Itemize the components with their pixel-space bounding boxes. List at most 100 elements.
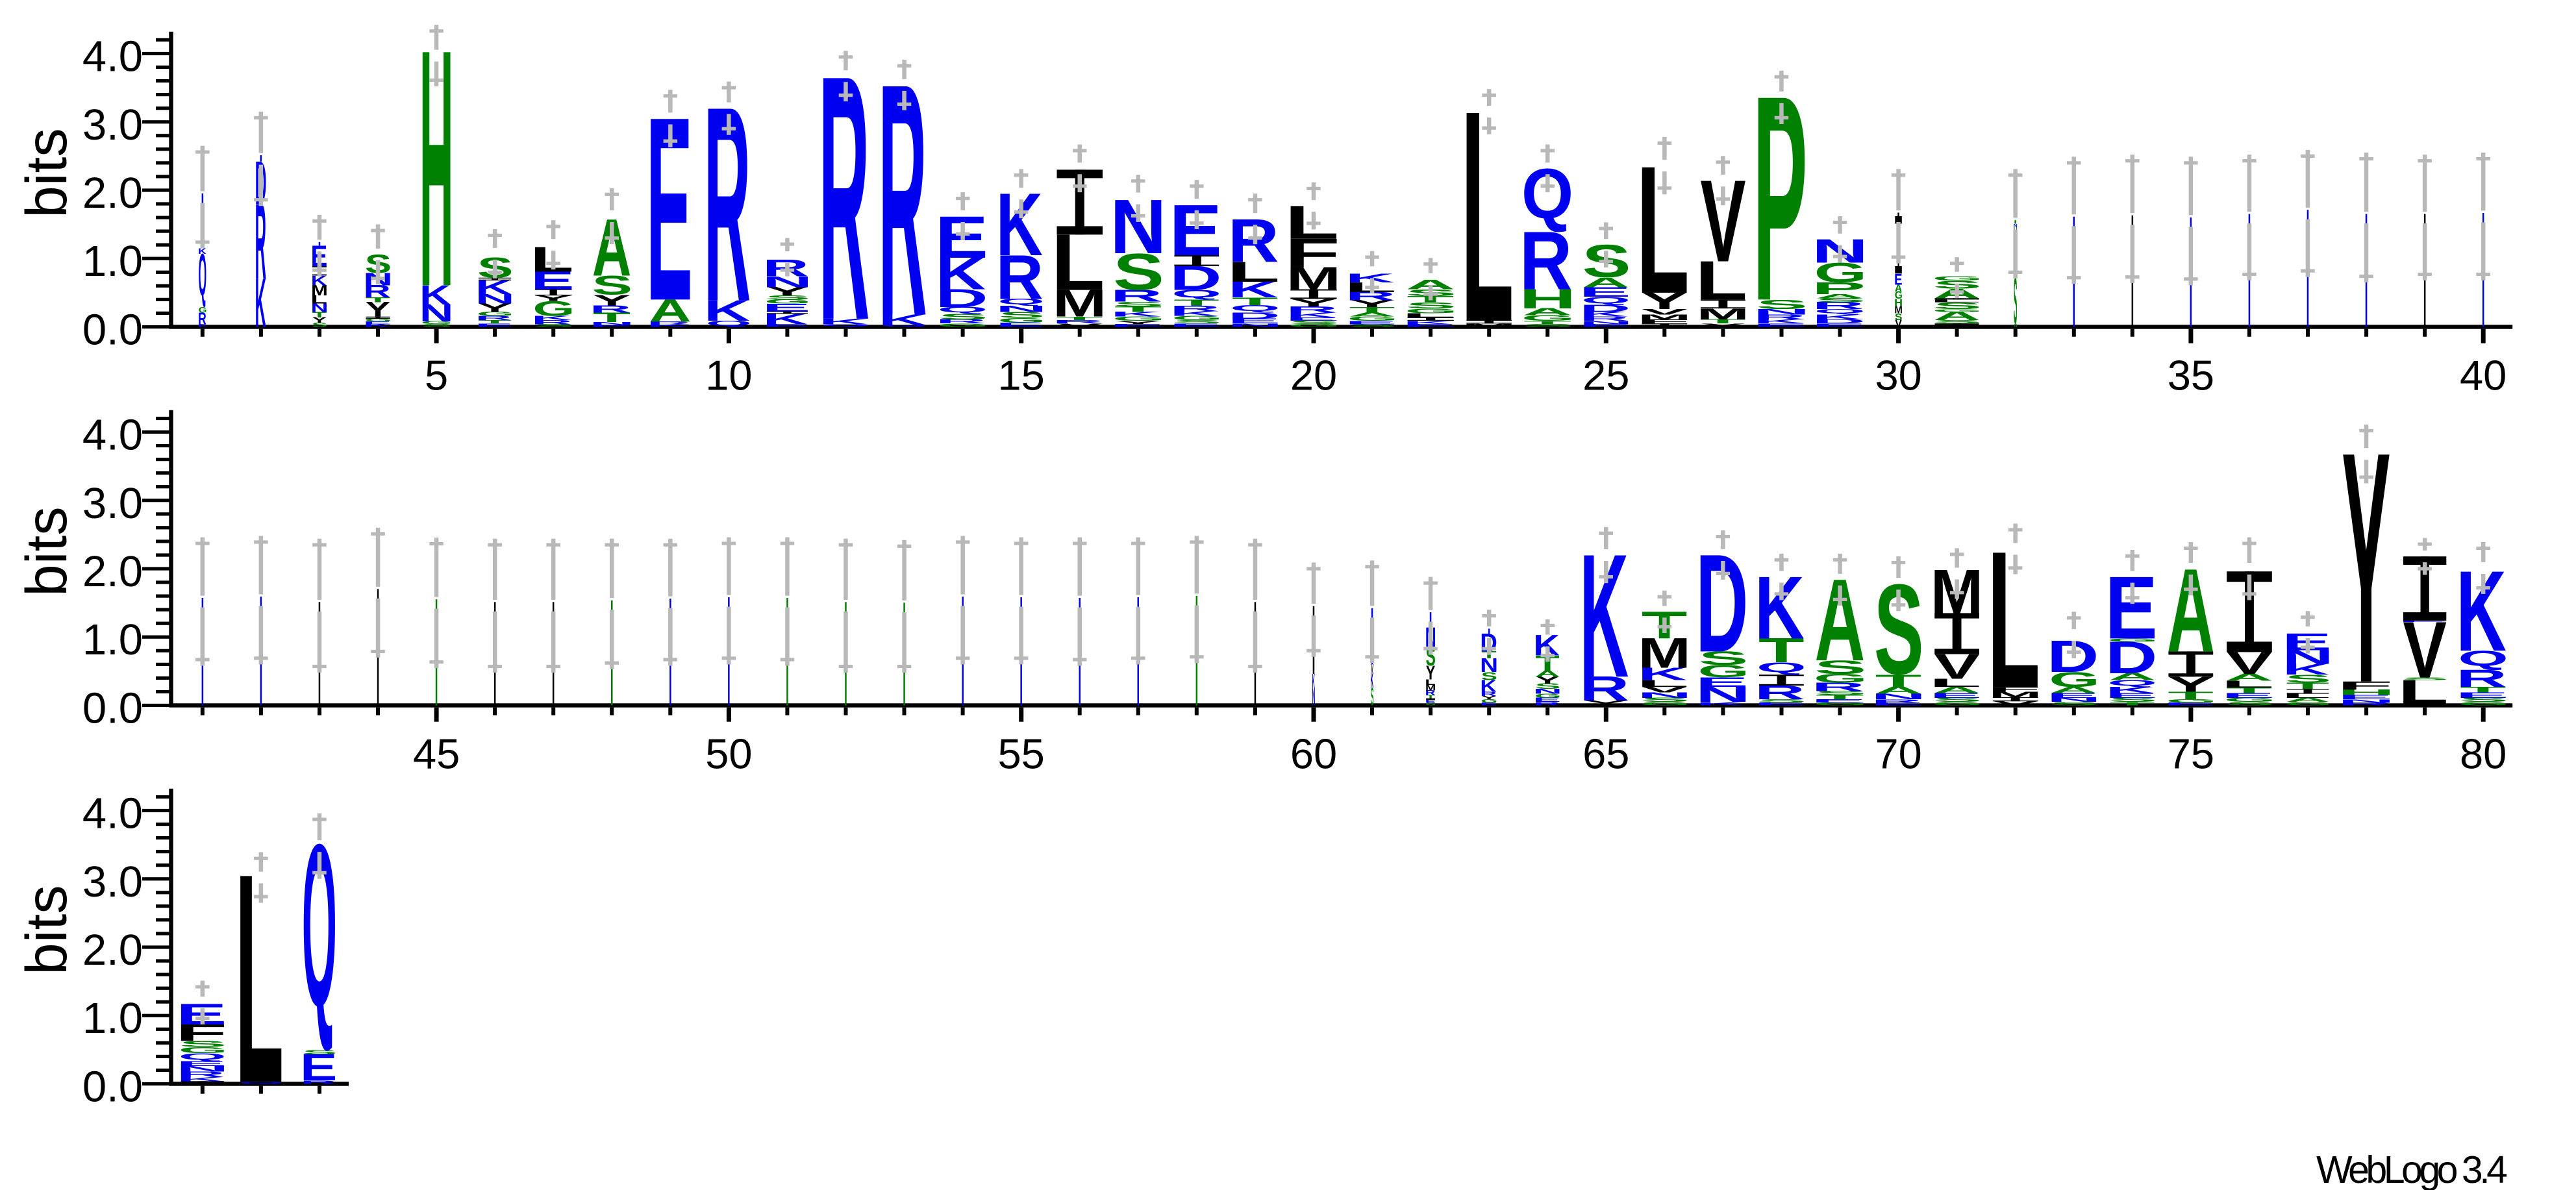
svg-text:E: E	[198, 324, 207, 328]
svg-text:K: K	[704, 294, 750, 327]
svg-text:D: D	[1812, 318, 1866, 325]
svg-text:S: S	[1933, 319, 1982, 324]
svg-text:Y: Y	[1114, 319, 1162, 325]
svg-text:Q: Q	[881, 325, 929, 327]
svg-text:A: A	[1582, 275, 1630, 290]
svg-text:R: R	[1579, 669, 1629, 708]
svg-text:K: K	[419, 279, 451, 310]
svg-text:M: M	[1286, 260, 1341, 296]
svg-text:E: E	[1533, 697, 1561, 703]
svg-text:E: E	[1811, 698, 1867, 704]
svg-text:L: L	[1425, 678, 1435, 687]
svg-text:G: G	[1425, 702, 1436, 706]
svg-text:K: K	[1286, 311, 1337, 319]
svg-text:S: S	[421, 323, 452, 328]
svg-text:R: R	[2338, 702, 2391, 706]
svg-text:V: V	[1992, 700, 2038, 706]
svg-text:T: T	[2226, 686, 2273, 695]
svg-text:65: 65	[1582, 730, 1629, 778]
svg-text:H: H	[419, 0, 454, 357]
svg-text:Q: Q	[821, 323, 871, 327]
svg-text:E: E	[300, 1047, 337, 1089]
svg-text:N: N	[176, 1065, 229, 1074]
svg-text:10: 10	[705, 352, 752, 399]
svg-text:H: H	[1894, 296, 1903, 308]
svg-text:E: E	[1345, 319, 1397, 325]
svg-text:K: K	[1753, 318, 1805, 325]
svg-text:Q: Q	[179, 1052, 227, 1062]
svg-text:E: E	[1579, 284, 1631, 300]
svg-text:K: K	[1638, 664, 1688, 684]
svg-text:Q: Q	[199, 242, 207, 308]
svg-text:R: R	[590, 304, 631, 315]
svg-text:R: R	[1110, 286, 1162, 305]
svg-text:R: R	[996, 242, 1044, 313]
svg-text:T: T	[1816, 694, 1864, 700]
svg-text:E: E	[1169, 190, 1222, 271]
svg-text:G: G	[477, 311, 514, 317]
svg-text:2.0: 2.0	[82, 926, 143, 974]
svg-text:S: S	[1757, 699, 1807, 704]
svg-text:K: K	[1371, 669, 1374, 693]
svg-text:R: R	[198, 309, 206, 328]
svg-text:G: G	[364, 318, 392, 323]
svg-text:E: E	[2221, 691, 2275, 699]
svg-text:E: E	[1425, 699, 1436, 704]
svg-text:G: G	[1288, 323, 1341, 328]
svg-text:K: K	[364, 323, 391, 328]
svg-text:25: 25	[1582, 352, 1629, 399]
svg-text:E: E	[762, 323, 811, 328]
svg-text:A: A	[1933, 685, 1981, 695]
svg-text:G: G	[1697, 662, 1749, 681]
svg-text:G: G	[997, 317, 1045, 324]
svg-text:G: G	[1895, 290, 1903, 301]
svg-text:bits: bits	[14, 506, 79, 597]
svg-text:T: T	[1114, 304, 1162, 314]
svg-text:K: K	[1312, 670, 1316, 695]
svg-text:A: A	[1535, 669, 1560, 678]
svg-text:M: M	[1425, 684, 1436, 692]
svg-text:15: 15	[998, 352, 1045, 399]
svg-text:Y: Y	[1290, 297, 1338, 309]
svg-text:G: G	[1171, 315, 1223, 321]
svg-text:2.0: 2.0	[82, 547, 143, 596]
svg-text:A: A	[1348, 311, 1396, 317]
svg-text:A: A	[1933, 310, 1981, 323]
svg-text:G: G	[179, 1045, 228, 1055]
svg-text:Q: Q	[1171, 288, 1221, 299]
svg-text:A: A	[1814, 556, 1865, 686]
svg-text:E: E	[1753, 323, 1808, 328]
svg-text:S: S	[303, 1049, 338, 1056]
svg-text:A: A	[2108, 671, 2157, 682]
svg-text:H: H	[1519, 284, 1576, 315]
svg-text:Q: Q	[2458, 647, 2508, 671]
svg-text:G: G	[1481, 699, 1497, 704]
svg-text:3.0: 3.0	[82, 101, 143, 149]
svg-text:G: G	[2049, 667, 2100, 691]
svg-text:N: N	[1637, 691, 1692, 700]
svg-text:G: G	[1932, 701, 1983, 706]
svg-text:20: 20	[1290, 352, 1337, 399]
svg-text:R: R	[1169, 304, 1220, 313]
svg-text:E: E	[1812, 323, 1866, 328]
svg-text:S: S	[1113, 243, 1164, 301]
svg-text:N: N	[2047, 697, 2101, 703]
svg-text:E: E	[2455, 691, 2508, 700]
svg-text:S: S	[534, 323, 575, 328]
svg-text:G: G	[2166, 699, 2217, 704]
svg-text:E: E	[1480, 702, 1497, 706]
svg-text:55: 55	[998, 730, 1045, 778]
svg-text:V: V	[1700, 156, 1745, 286]
svg-text:3.0: 3.0	[82, 479, 143, 528]
svg-text:E: E	[1894, 270, 1902, 288]
svg-text:M: M	[1988, 690, 2042, 699]
svg-text:E: E	[363, 321, 392, 325]
svg-text:V: V	[1642, 308, 1688, 317]
svg-text:Q: Q	[998, 297, 1045, 306]
svg-text:0.0: 0.0	[82, 684, 143, 733]
svg-text:E: E	[2338, 694, 2393, 700]
svg-text:L: L	[1636, 128, 1690, 332]
svg-text:A: A	[1874, 685, 1923, 696]
svg-text:G: G	[2458, 701, 2510, 706]
svg-text:G: G	[1814, 671, 1868, 686]
